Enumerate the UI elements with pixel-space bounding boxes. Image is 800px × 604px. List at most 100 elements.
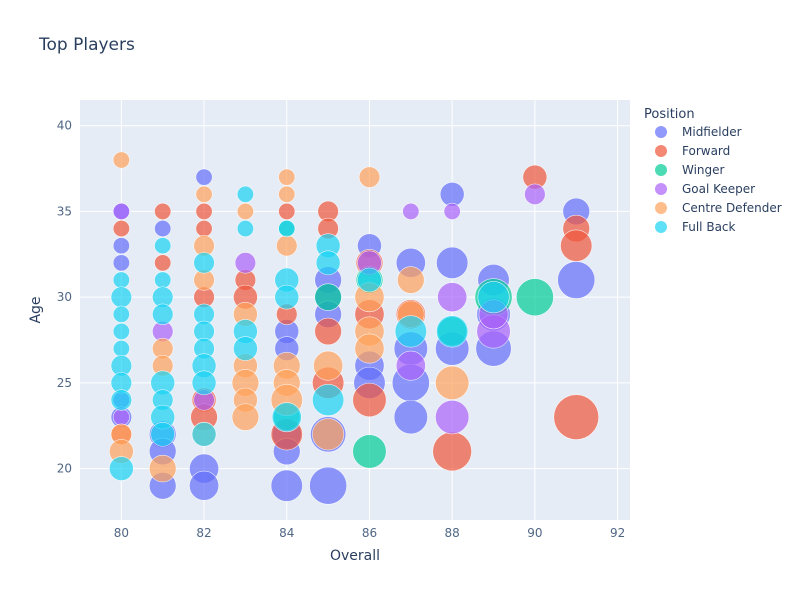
data-point[interactable] [112,271,130,289]
data-point[interactable] [112,237,130,255]
data-point[interactable] [309,466,348,505]
data-point[interactable] [515,278,554,317]
data-point[interactable] [278,202,296,220]
data-point[interactable] [112,254,130,272]
data-point[interactable] [112,322,130,340]
x-tick-label: 88 [445,526,460,540]
legend-label: Midfielder [682,125,742,139]
data-point[interactable] [236,220,254,238]
y-tick-label: 40 [57,119,72,133]
data-markers [109,151,599,505]
y-tick-label: 25 [57,376,72,390]
data-point[interactable] [236,202,254,220]
data-point[interactable] [110,389,133,411]
data-point[interactable] [394,315,427,348]
data-point[interactable] [149,454,177,483]
legend-title: Position [644,107,695,122]
data-point[interactable] [154,237,172,255]
data-point[interactable] [443,202,461,220]
data-point[interactable] [152,303,174,325]
data-point[interactable] [154,202,172,220]
x-tick-label: 86 [362,526,377,540]
data-point[interactable] [195,185,213,203]
data-point[interactable] [154,254,172,272]
data-point[interactable] [435,400,470,435]
data-point[interactable] [557,261,596,299]
x-tick-label: 80 [114,526,129,540]
legend-item[interactable]: Centre Defender [655,201,782,215]
data-point[interactable] [358,166,381,188]
data-point[interactable] [278,185,296,203]
data-point[interactable] [236,185,254,203]
data-point[interactable] [312,383,345,417]
data-point[interactable] [112,305,130,323]
data-point[interactable] [231,403,260,431]
legend-item[interactable]: Forward [655,144,730,158]
data-point[interactable] [150,421,176,447]
legend-item[interactable]: Full Back [655,220,736,234]
data-point[interactable] [191,370,217,396]
data-point[interactable] [109,456,134,481]
data-point[interactable] [314,283,342,311]
data-point[interactable] [274,284,300,310]
data-point[interactable] [112,408,130,426]
data-point[interactable] [352,434,387,469]
data-point[interactable] [234,252,257,274]
data-point[interactable] [553,394,599,440]
legend-item[interactable]: Midfielder [655,125,742,139]
x-axis-title: Overall [330,548,380,564]
data-point[interactable] [154,271,172,289]
data-point[interactable] [312,418,345,451]
data-point[interactable] [395,350,426,381]
data-point[interactable] [112,202,130,220]
data-point[interactable] [278,220,296,238]
y-tick-label: 20 [57,462,72,476]
data-point[interactable] [435,365,470,400]
legend-item[interactable]: Winger [655,163,725,177]
data-point[interactable] [193,252,215,274]
y-tick-labels: 20 25 30 35 40 [57,119,72,476]
data-point[interactable] [270,469,303,502]
data-point[interactable] [195,220,213,238]
y-tick-label: 30 [57,290,72,304]
data-point[interactable] [439,181,465,207]
data-point[interactable] [397,266,425,294]
data-point[interactable] [432,431,472,472]
data-point[interactable] [313,350,344,381]
legend-marker [655,202,667,214]
data-point[interactable] [524,183,546,205]
data-point[interactable] [271,402,302,433]
data-point[interactable] [278,168,296,186]
legend-label: Full Back [682,220,736,234]
data-point[interactable] [276,235,298,257]
data-point[interactable] [189,470,219,501]
data-point[interactable] [402,202,420,220]
x-tick-label: 90 [527,526,542,540]
legend-label: Forward [682,144,730,158]
x-tick-label: 84 [279,526,294,540]
legend-item[interactable]: Goal Keeper [655,182,755,196]
data-point[interactable] [436,246,469,279]
data-point[interactable] [112,220,130,238]
data-point[interactable] [233,336,258,361]
data-point[interactable] [477,281,510,314]
data-point[interactable] [357,267,382,293]
data-point[interactable] [315,250,341,276]
legend-marker [655,183,667,195]
data-point[interactable] [436,315,469,348]
data-point[interactable] [195,202,213,220]
data-point[interactable] [354,333,385,364]
data-point[interactable] [112,151,130,169]
data-point[interactable] [560,229,593,262]
data-point[interactable] [437,282,468,313]
data-point[interactable] [393,400,428,435]
data-point[interactable] [110,286,133,308]
data-point[interactable] [154,220,172,238]
data-point[interactable] [314,317,342,346]
data-point[interactable] [195,168,213,186]
data-point[interactable] [112,340,130,358]
data-point[interactable] [352,382,387,418]
data-point[interactable] [191,421,217,447]
y-tick-label: 35 [57,204,72,218]
